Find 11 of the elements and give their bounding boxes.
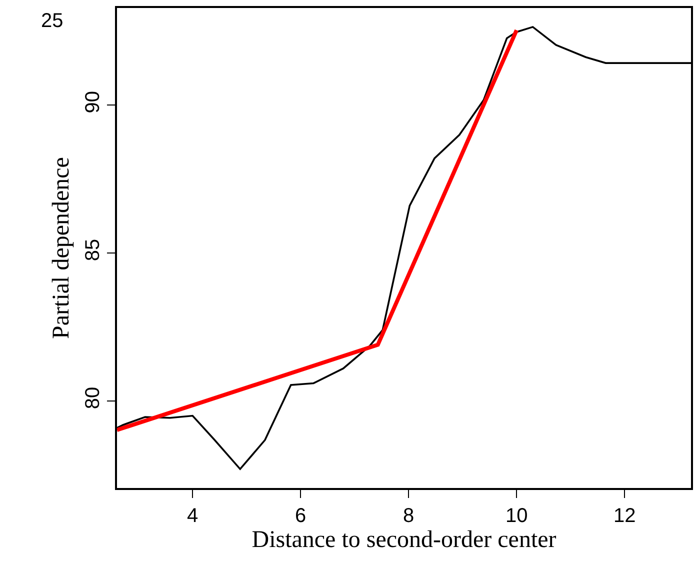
- text: 25: [41, 10, 64, 32]
- x-tick-label: 12: [613, 505, 636, 527]
- y-tick-label: 85: [82, 238, 104, 262]
- x-tick-label: 10: [505, 505, 528, 527]
- y-tick-label: 80: [82, 386, 104, 410]
- x-tick-label: 4: [187, 505, 198, 527]
- x-tick-label: 6: [295, 505, 306, 527]
- x-tick-label: 8: [403, 505, 414, 527]
- x-axis-title: Distance to second-order center: [252, 527, 556, 553]
- y-axis-title: Partial dependence: [48, 157, 75, 339]
- y-tick-label: 90: [82, 90, 104, 114]
